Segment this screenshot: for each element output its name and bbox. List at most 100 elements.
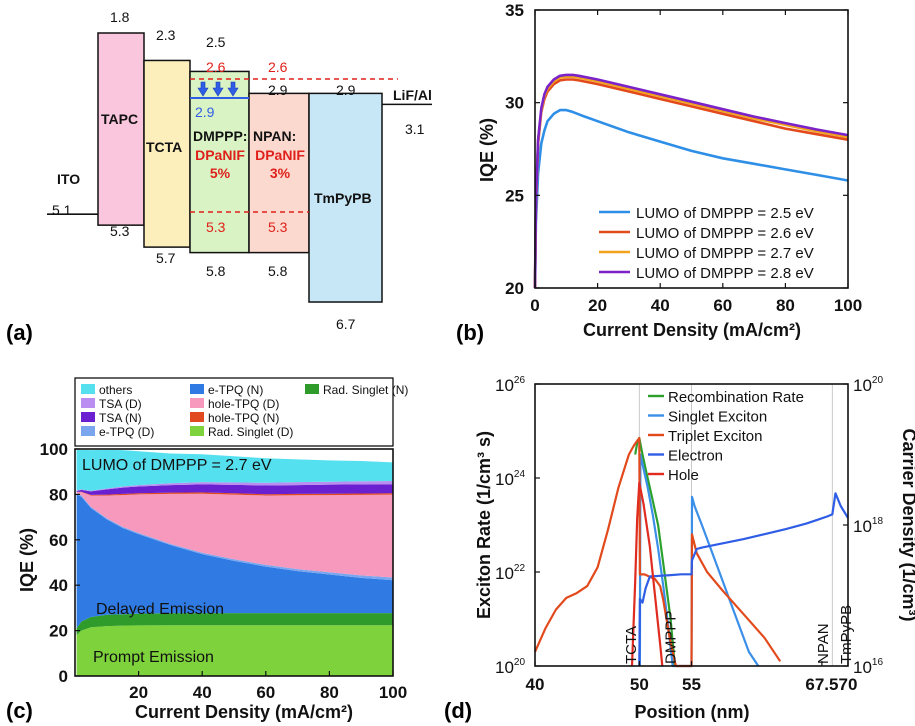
y-left-tick-label-exponent: 22 [514,563,526,574]
wf-label-lif-al: 3.1 [405,121,425,137]
y-axis-label-left: Exciton Rate (1/cm³ s) [474,431,494,619]
dopant-label-npan: DPaNIF [255,147,305,163]
legend-label: LUMO of DMPPP = 2.6 eV [636,225,814,242]
panel-label-c: (c) [6,698,33,723]
area-band-1 [76,625,393,676]
y-left-tick-label: 1024 [495,469,525,489]
y-left-tick-label: 1026 [495,375,525,395]
energy-bottom-dmppp: 5.8 [206,263,226,279]
x-tick-label: 100 [379,683,407,702]
legend-label: LUMO of DMPPP = 2.8 eV [636,265,814,282]
y-left-tick-label-exponent: 26 [514,375,526,386]
y-tick-label: 20 [49,622,68,641]
x-tick-label: 80 [776,296,795,315]
y-right-tick-label-exponent: 16 [872,657,884,668]
x-tick-label: 55 [682,675,701,694]
area-band-8 [76,481,393,492]
legend-swatch [190,384,204,394]
energy-top-dmppp: 2.5 [206,34,226,50]
layer-box-dmppp [189,70,250,254]
legend-label: Triplet Exciton [668,428,762,445]
layer-label-dmppp: DMPPP: [193,128,247,144]
y-tick-label: 60 [49,531,68,550]
region-label-prompt: Prompt Emission [93,649,214,666]
series-line-4 [533,73,849,289]
y-left-tick-label-base: 10 [495,470,514,489]
legend-label: TSA (D) [99,397,142,411]
energy-bottom-tapc: 5.3 [110,223,130,239]
x-tick-label: 20 [129,683,148,702]
energy-top-npan: 2.9 [268,82,288,98]
x-tick-label: 0 [530,296,539,315]
legend-swatch [81,384,95,394]
layer-label-tapc: TAPC [101,111,138,127]
panel-a-energy-diagram: ITO 5.1 LiF/Al 3.1 1.8 5.3 2.3 5.7 2.5 5.8 2.9 5.8 2… [47,9,432,332]
legend-label: Electron [668,448,723,465]
panel-label-a: (a) [6,320,33,345]
x-tick-label: 67.5 [805,675,838,694]
plot-frame [74,448,394,677]
region-label-delayed: Delayed Emission [96,601,224,618]
legend-label: Recombination Rate [668,389,804,406]
legend-label: LUMO of DMPPP = 2.7 eV [636,245,814,262]
legend-swatch [190,426,204,436]
legend-label: Rad. Singlet (D) [208,425,293,439]
y-left-tick-label-base: 10 [495,376,514,395]
y-left-tick-label-base: 10 [495,658,514,677]
layer-label-npan: NPAN [815,623,832,664]
y-right-tick-label-base: 10 [853,658,872,677]
annotation-label: LUMO of DMPPP = 2.7 eV [82,457,272,474]
dopant-lumo-value-npan: 2.6 [268,59,288,75]
layer-label-lif-al: LiF/Al [393,87,432,103]
series-line-5 [630,481,664,667]
x-axis-label: Position (nm) [635,702,750,722]
wf-label-ito: 5.1 [52,202,72,218]
legend-label: e-TPQ (N) [208,383,263,397]
energy-transfer-arrow-1 [197,81,209,97]
energy-bottom-tmpypb: 6.7 [336,316,356,332]
x-tick-label: 80 [320,683,339,702]
layer-label-npan: NPAN: [253,128,296,144]
x-tick-label: 40 [193,683,212,702]
y-left-tick-label: 1022 [495,563,525,583]
layer-label-tmpypb: TmPyPB [314,190,372,206]
y-right-tick-label-base: 10 [853,376,872,395]
x-tick-label: 20 [588,296,607,315]
panel-label-d: (d) [444,698,472,723]
x-tick-label: 40 [651,296,670,315]
panel-c-iqe-breakdown-chart: 20 40 60 80 100 0 20 40 60 80 100 Current Density (… [17,377,408,722]
x-tick-label: 40 [526,675,545,694]
legend-swatch [81,398,95,408]
series-line-1 [533,108,849,289]
y-right-tick-label-exponent: 18 [872,516,884,527]
legend-label: others [99,383,132,397]
y-left-tick-label-base: 10 [495,564,514,583]
x-tick-label: 60 [713,296,732,315]
layer-label-ito: ITO [57,171,80,187]
layer-box-npan [248,92,310,254]
y-tick-label: 35 [505,1,524,20]
legend-label: LUMO of DMPPP = 2.5 eV [636,205,814,222]
y-tick-label: 100 [40,440,68,459]
dopant-label-dmppp: DPaNIF [195,147,245,163]
dopant-conc-dmppp: 5% [210,165,231,181]
dopant-conc-npan: 3% [270,165,291,181]
y-left-tick-label-exponent: 20 [514,657,526,668]
x-axis-label: Current Density (mA/cm²) [135,702,353,722]
y-right-tick-label: 1018 [853,516,883,536]
area-band-2 [76,613,393,636]
legend-label: hole-TPQ (D) [208,397,279,411]
y-right-tick-label: 1020 [853,375,883,395]
y-tick-label: 80 [49,485,68,504]
dopant-homo-value-dmppp: 5.3 [206,219,226,235]
area-band-9 [76,449,393,491]
x-tick-label: 60 [256,683,275,702]
legend-label: Hole [668,467,699,484]
legend-swatch [81,426,95,436]
energy-bottom-tcta: 5.7 [156,250,176,266]
energy-transfer-arrow-2 [212,81,224,97]
area-band-6 [76,491,393,496]
y-axis-label: IQE (%) [17,528,37,592]
